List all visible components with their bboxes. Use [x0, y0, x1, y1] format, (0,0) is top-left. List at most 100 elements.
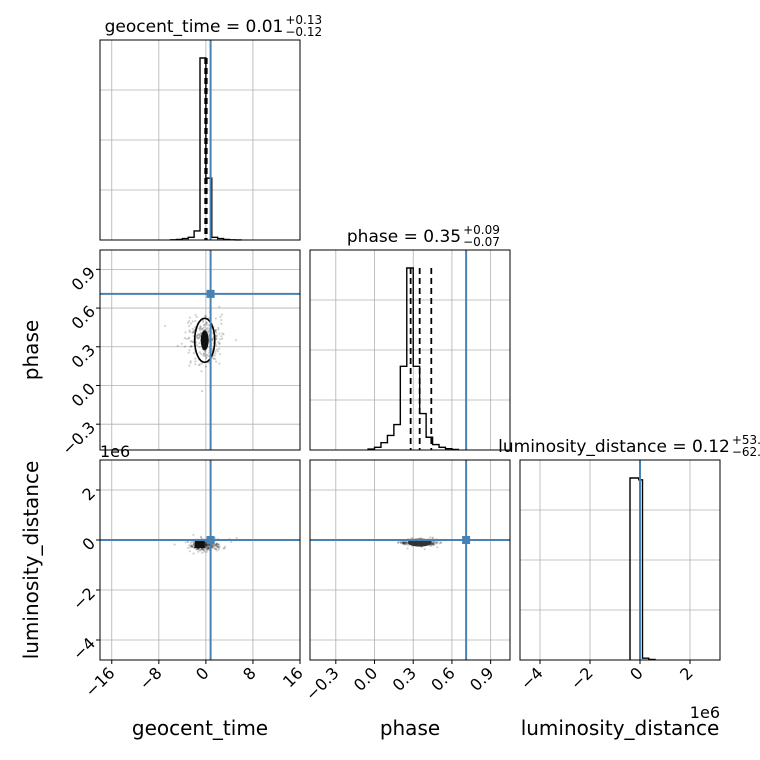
scatter-point: [220, 322, 223, 325]
scatter-point: [202, 549, 206, 552]
scatter-point: [214, 548, 218, 551]
scatter-point: [192, 330, 195, 333]
scatter-point: [215, 542, 218, 546]
contour-core: [194, 541, 205, 548]
scatter-point: [401, 542, 404, 546]
scatter-point: [199, 324, 202, 328]
hist-panel-luminosity_distance: [519, 459, 721, 661]
y-tick-label-phase: 0.6: [68, 302, 99, 333]
scatter-point: [204, 541, 207, 545]
scatter-point: [429, 536, 432, 539]
scatter-point: [189, 544, 193, 547]
scatter-point: [431, 536, 434, 539]
scatter-point: [217, 347, 221, 350]
scatter-point: [204, 353, 207, 356]
scatter-point: [198, 327, 201, 330]
scatter-point: [207, 355, 210, 358]
scatter-point: [217, 328, 220, 331]
scatter-point: [432, 542, 435, 546]
scatter-point: [406, 547, 409, 550]
panel-title-text: phase = 0.35: [347, 227, 461, 247]
scatter-point: [186, 321, 190, 324]
scatter-point: [201, 328, 204, 331]
scatter-point: [195, 548, 198, 551]
scatter-point: [214, 330, 217, 333]
scatter-point: [423, 548, 426, 551]
scatter-point: [211, 337, 214, 341]
scatter-point: [206, 548, 209, 551]
scatter-point: [189, 340, 192, 343]
scatter-point: [183, 345, 187, 348]
contour-outer: [193, 317, 216, 364]
scatter-point: [214, 329, 217, 332]
scatter-point: [211, 338, 214, 341]
scatter-point: [186, 546, 190, 549]
scatter-point: [196, 337, 200, 340]
x-tick-label-phase: 0.9: [466, 663, 497, 694]
scatter-point: [196, 336, 199, 339]
scatter-point: [198, 351, 201, 354]
scatter-point: [201, 547, 204, 550]
scatter-point: [205, 550, 208, 553]
scatter-point: [429, 544, 432, 547]
scatter-point: [404, 541, 407, 544]
scatter-point: [207, 546, 210, 550]
scatter-point: [430, 544, 433, 547]
axis-label-x-luminosity_distance: luminosity_distance: [521, 716, 720, 740]
scatter-point: [184, 541, 187, 544]
scatter-point: [219, 315, 222, 318]
scatter-point: [211, 347, 214, 351]
panel-title-lower-error: −0.12: [285, 25, 322, 39]
scatter-point: [188, 550, 191, 553]
scatter-point: [184, 331, 187, 334]
scatter-point: [207, 546, 210, 549]
scatter-point: [218, 342, 221, 345]
scatter-point: [213, 546, 216, 549]
scatter-point: [214, 357, 217, 360]
scatter-point: [234, 339, 237, 342]
scatter-point: [230, 540, 233, 544]
offset-text-x: 1e6: [690, 703, 720, 722]
scatter-point: [404, 542, 407, 545]
scatter-point: [190, 545, 193, 548]
scatter-point: [204, 542, 208, 546]
scatter-point: [200, 327, 203, 330]
axis-label-y-phase: phase: [19, 320, 43, 380]
scatter-point: [211, 331, 214, 335]
scatter-point: [432, 541, 435, 545]
scatter-point: [187, 320, 191, 323]
scatter-point: [204, 542, 207, 546]
scatter-point: [192, 351, 195, 355]
scatter-point: [432, 540, 436, 543]
axis-label-x-phase: phase: [380, 716, 440, 740]
scatter-point: [204, 540, 208, 544]
scatter-point: [183, 336, 186, 340]
scatter-point: [200, 390, 204, 393]
x-tick-label-geocent_time: −8: [136, 663, 166, 693]
axis-label-y-luminosity_distance: luminosity_distance: [19, 461, 43, 660]
scatter-point: [188, 324, 191, 328]
panel-title-text: luminosity_distance = 0.12: [498, 437, 730, 457]
scatter-point: [207, 543, 210, 547]
scatter-point: [202, 354, 205, 357]
scatter-point: [435, 541, 438, 544]
x-tick-label-geocent_time: −16: [81, 663, 118, 700]
scatter-point: [191, 341, 195, 344]
scatter-point: [214, 335, 218, 338]
scatter-point: [189, 345, 192, 348]
scatter-point: [401, 541, 404, 544]
scatter-point: [200, 362, 204, 365]
scatter-point: [220, 313, 224, 316]
scatter-point: [431, 537, 434, 540]
scatter-point: [164, 324, 167, 327]
scatter-point: [191, 545, 194, 549]
scatter-point: [213, 547, 216, 550]
scatter-point: [432, 544, 436, 547]
scatter-point: [189, 541, 192, 544]
scatter-point: [403, 541, 406, 545]
scatter-point: [212, 357, 215, 361]
scatter-point: [199, 331, 203, 335]
panel-title-upper-error: +0.13: [285, 13, 322, 27]
scatter-point: [214, 544, 218, 547]
scatter-point: [220, 335, 223, 338]
